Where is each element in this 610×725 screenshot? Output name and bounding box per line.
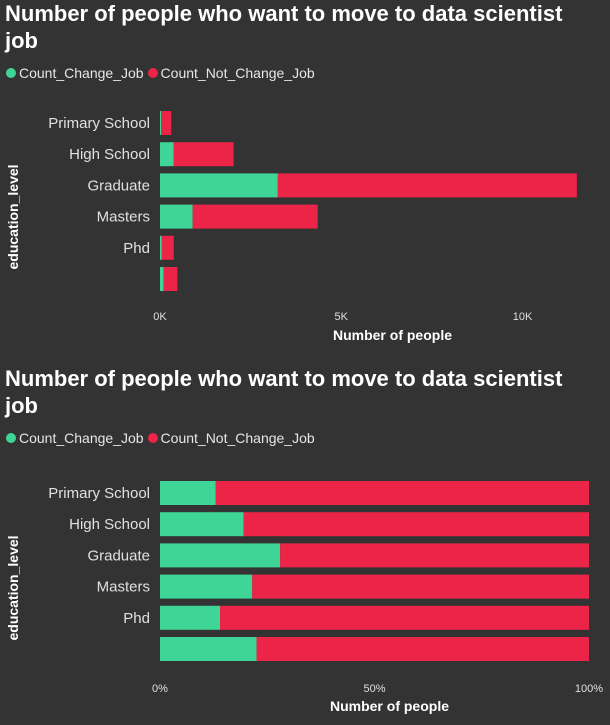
bar-segment-not-change: [215, 481, 589, 505]
bar-segment-not-change: [256, 637, 589, 661]
category-label: Graduate: [87, 177, 150, 194]
legend-label-not-change: Count_Not_Change_Job: [160, 65, 315, 81]
bar-segment-not-change: [252, 574, 590, 599]
legend-dot-change: [6, 68, 16, 78]
x-tick-label: 10K: [513, 311, 533, 323]
bar-segment-not-change: [277, 173, 577, 198]
bar-segment-change: [160, 267, 164, 291]
legend-item-change[interactable]: Count_Change_Job: [6, 65, 144, 81]
category-label: Masters: [97, 579, 150, 596]
bar-segment-change: [160, 111, 162, 135]
y-axis-title: education_level: [5, 164, 21, 269]
category-label: Primary School: [48, 115, 150, 132]
bar-segment-not-change: [161, 111, 172, 135]
legend: Count_Change_Job Count_Not_Change_Job: [6, 430, 319, 446]
bar-segment-not-change: [163, 267, 178, 291]
category-label: Graduate: [87, 547, 150, 564]
category-label: Primary School: [48, 485, 150, 502]
bar-segment-change: [160, 605, 221, 630]
x-axis-title: Number of people: [333, 327, 452, 343]
category-label: Phd: [123, 610, 150, 627]
x-tick-label: 0%: [152, 683, 168, 695]
category-label: Masters: [97, 209, 150, 226]
bar-chart-percent: Primary School High School Graduate Masters…: [5, 481, 603, 714]
bar-segment-change: [160, 204, 193, 229]
x-axis-title: Number of people: [330, 698, 449, 714]
category-label: Phd: [123, 240, 150, 257]
legend-dot-not-change: [147, 433, 158, 443]
bar-chart-absolute: Primary School High School Graduate Masters…: [5, 111, 577, 343]
chart-title: Number of people who want to move to dat…: [5, 1, 563, 53]
legend-dot-change: [6, 433, 16, 443]
legend-item-change[interactable]: Count_Change_Job: [6, 430, 144, 446]
x-tick-label: 100%: [575, 683, 603, 695]
x-tick-label: 0K: [153, 311, 167, 323]
bar-segment-not-change: [192, 204, 318, 229]
chart-panel-absolute: Number of people who want to move to dat…: [0, 0, 610, 360]
legend-label-change: Count_Change_Job: [19, 65, 144, 81]
category-label: High School: [69, 146, 150, 163]
category-label: High School: [69, 516, 150, 533]
chart-panel-percent: Number of people who want to move to dat…: [0, 365, 610, 725]
bar-segment-change: [160, 512, 244, 537]
x-tick-label: 5K: [335, 311, 349, 323]
bar-segment-change: [160, 235, 162, 260]
bar-segment-change: [160, 574, 253, 599]
bar-segment-not-change: [161, 235, 174, 260]
legend-dot-not-change: [147, 68, 158, 78]
bar-segment-change: [160, 637, 257, 661]
bar-segment-not-change: [280, 543, 589, 568]
x-tick-label: 50%: [363, 683, 385, 695]
y-axis-title: education_level: [5, 535, 21, 640]
bar-segment-change: [160, 173, 278, 198]
legend-item-not-change[interactable]: Count_Not_Change_Job: [147, 430, 315, 446]
bar-segment-not-change: [220, 605, 589, 630]
legend-label-not-change: Count_Not_Change_Job: [160, 430, 315, 446]
chart-title: Number of people who want to move to dat…: [5, 366, 563, 418]
legend: Count_Change_Job Count_Not_Change_Job: [6, 65, 319, 81]
bar-segment-not-change: [243, 512, 589, 537]
bar-segment-change: [160, 142, 174, 167]
bar-segment-change: [160, 481, 216, 505]
legend-label-change: Count_Change_Job: [19, 430, 144, 446]
bar-segment-not-change: [173, 142, 234, 167]
legend-item-not-change[interactable]: Count_Not_Change_Job: [147, 65, 315, 81]
bar-segment-change: [160, 543, 281, 568]
